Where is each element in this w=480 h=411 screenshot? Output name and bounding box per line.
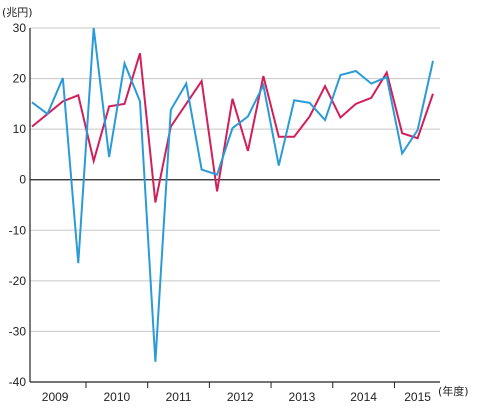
series-line-2 — [31, 27, 434, 362]
x-year-label: 2010 — [103, 390, 130, 404]
gridlines — [30, 27, 440, 383]
y-tick-label: 10 — [13, 122, 27, 136]
y-tick-label: -30 — [9, 324, 27, 338]
y-tick-label: 30 — [13, 21, 27, 35]
y-tick-label: -10 — [9, 223, 27, 237]
x-year-label: 2013 — [289, 390, 316, 404]
y-tick-label: -40 — [9, 375, 27, 389]
x-year-label: 2011 — [166, 390, 192, 404]
y-tick-labels: 30 20 10 0 -10 -20 -30 -40 — [9, 21, 27, 389]
x-year-label: 2012 — [227, 390, 254, 404]
series-line-1 — [31, 52, 434, 203]
x-year-label: 2014 — [350, 390, 377, 404]
y-tick-label: -20 — [9, 274, 27, 288]
series-lines — [31, 27, 434, 362]
y-axis-unit-label: (兆円) — [2, 6, 33, 19]
x-year-labels: 2009 2010 2011 2012 2013 2014 2015 — [42, 382, 431, 404]
y-tick-label: 20 — [13, 72, 27, 86]
y-tick-label: 0 — [19, 173, 26, 187]
x-axis-unit-label: (年度) — [438, 384, 469, 398]
x-year-label: 2015 — [404, 390, 431, 404]
x-year-label: 2009 — [42, 390, 69, 404]
axes — [29, 28, 440, 383]
